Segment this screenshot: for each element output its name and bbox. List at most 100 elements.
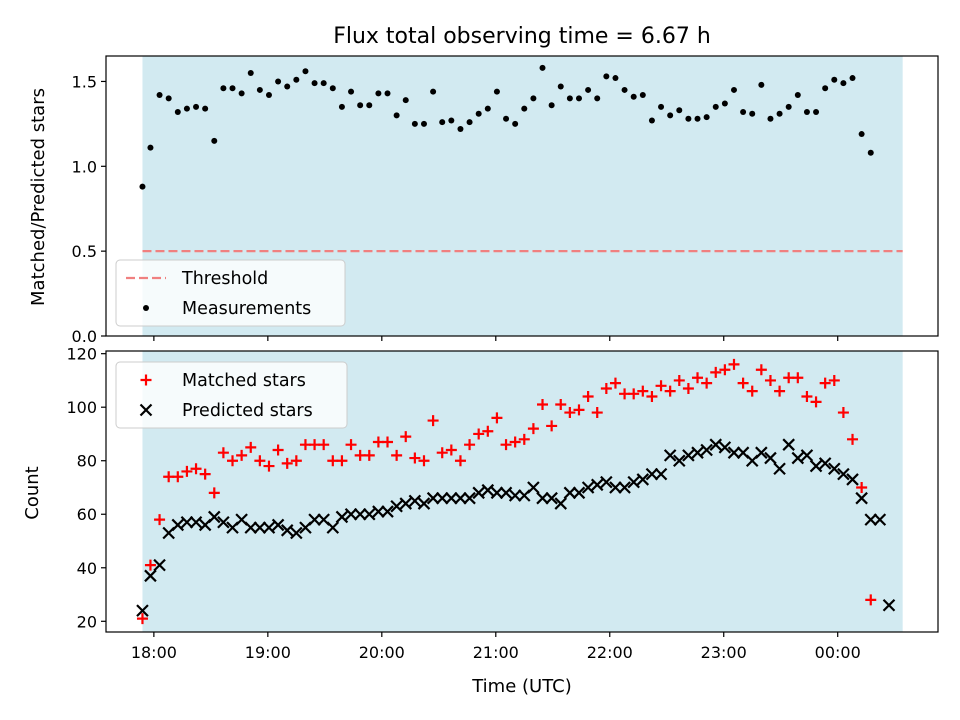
predicted-point: [600, 475, 613, 489]
ratio-axes-frame: [105, 55, 939, 337]
measurement-point: [749, 110, 756, 117]
ratio-y-tick-label: 0.0: [72, 327, 97, 346]
predicted-point: [663, 449, 677, 462]
measurement-point: [703, 114, 710, 121]
predicted-point: [882, 598, 896, 612]
matched-point: [609, 377, 621, 389]
measurement-point: [139, 183, 146, 190]
ratio-series-1: [139, 64, 874, 190]
measurement-point: [156, 92, 163, 99]
predicted-point: [244, 521, 258, 534]
measurement-point: [493, 88, 500, 95]
matched-point: [436, 447, 448, 459]
legend-label: Matched stars: [182, 371, 306, 391]
predicted-point: [700, 443, 713, 457]
matched-point: [673, 374, 685, 386]
predicted-point: [207, 510, 221, 524]
predicted-point: [326, 521, 340, 534]
predicted-point: [399, 497, 413, 510]
count-legend: Matched stars Predicted stars: [115, 361, 348, 429]
predicted-point: [463, 491, 476, 505]
predicted-point: [189, 515, 203, 529]
predicted-point: [417, 497, 431, 510]
matched-point: [454, 455, 466, 467]
matched-point: [646, 390, 658, 402]
measurement-point: [730, 86, 737, 93]
predicted-point: [545, 491, 558, 505]
time-tick-label: 22:00: [587, 643, 633, 662]
matched-point: [199, 468, 211, 480]
measurement-point: [721, 100, 728, 107]
measurement-point: [803, 109, 810, 115]
matched-point: [409, 452, 421, 464]
matched-point: [136, 613, 148, 625]
predicted-point: [372, 505, 385, 518]
matched-point: [181, 465, 193, 477]
measurement-point: [293, 76, 300, 83]
measurement-point: [375, 90, 382, 97]
predicted-point: [718, 441, 732, 454]
ratio-y-tick-label: 0.5: [72, 242, 97, 261]
predicted-point: [481, 483, 495, 497]
measurement-point: [430, 88, 437, 95]
count-y-tick-label: 20: [77, 612, 97, 631]
predicted-point: [426, 491, 440, 505]
predicted-point: [217, 515, 230, 529]
matched-point: [227, 455, 239, 467]
measurement-point: [338, 103, 345, 110]
matched-point: [546, 420, 558, 432]
measurement-point: [411, 120, 418, 127]
legend-label: Threshold: [181, 269, 268, 289]
predicted-point: [609, 481, 622, 494]
matched-point: [655, 380, 667, 392]
predicted-point: [435, 491, 449, 505]
matched-point: [427, 415, 439, 427]
matched-point: [628, 388, 640, 400]
time-axis-label: Time (UTC): [471, 676, 572, 697]
matched-point: [290, 455, 302, 467]
measurement-point: [165, 95, 172, 102]
predicted-point: [344, 507, 358, 521]
legend-label: Predicted stars: [182, 401, 313, 421]
measurement-point: [530, 95, 537, 102]
predicted-point: [837, 467, 850, 481]
measurement-point: [448, 117, 455, 124]
measurement-point: [612, 75, 619, 82]
count-y-tick-label: 60: [77, 505, 97, 524]
measurement-point: [247, 69, 254, 76]
measurement-point: [867, 149, 874, 156]
measurement-point: [822, 85, 829, 92]
measurement-point: [475, 110, 482, 117]
measurement-point: [484, 105, 491, 112]
predicted-point: [864, 513, 878, 526]
measurement-point: [284, 83, 291, 90]
matched-point: [336, 455, 348, 467]
measurement-point: [566, 95, 573, 102]
predicted-point: [673, 454, 686, 468]
measurement-point: [256, 86, 263, 93]
matched-point: [527, 423, 539, 435]
measurement-point: [366, 102, 373, 109]
predicted-point: [353, 507, 367, 521]
matched-point: [728, 358, 740, 370]
measurement-point: [639, 92, 646, 99]
measurement-point: [420, 120, 427, 127]
measurement-point: [794, 92, 801, 99]
measurement-point: [329, 85, 336, 92]
measurement-point: [776, 110, 783, 117]
predicted-point: [253, 521, 267, 534]
legend-measurement-swatch: [143, 305, 149, 311]
matched-point: [217, 447, 229, 459]
legend-matched-swatch: [140, 374, 152, 386]
measurement-point: [265, 92, 272, 99]
measurement-point: [548, 102, 555, 109]
matched-point: [518, 433, 530, 445]
predicted-point: [290, 526, 303, 540]
predicted-point: [627, 475, 640, 489]
matched-point: [764, 374, 776, 386]
predicted-point: [408, 494, 422, 508]
ratio-panel: 0.0 0.5 1.0 1.5 Threshold Measurements: [72, 55, 939, 346]
predicted-point: [445, 491, 458, 505]
predicted-point: [308, 513, 321, 526]
legend-box: [115, 259, 346, 327]
